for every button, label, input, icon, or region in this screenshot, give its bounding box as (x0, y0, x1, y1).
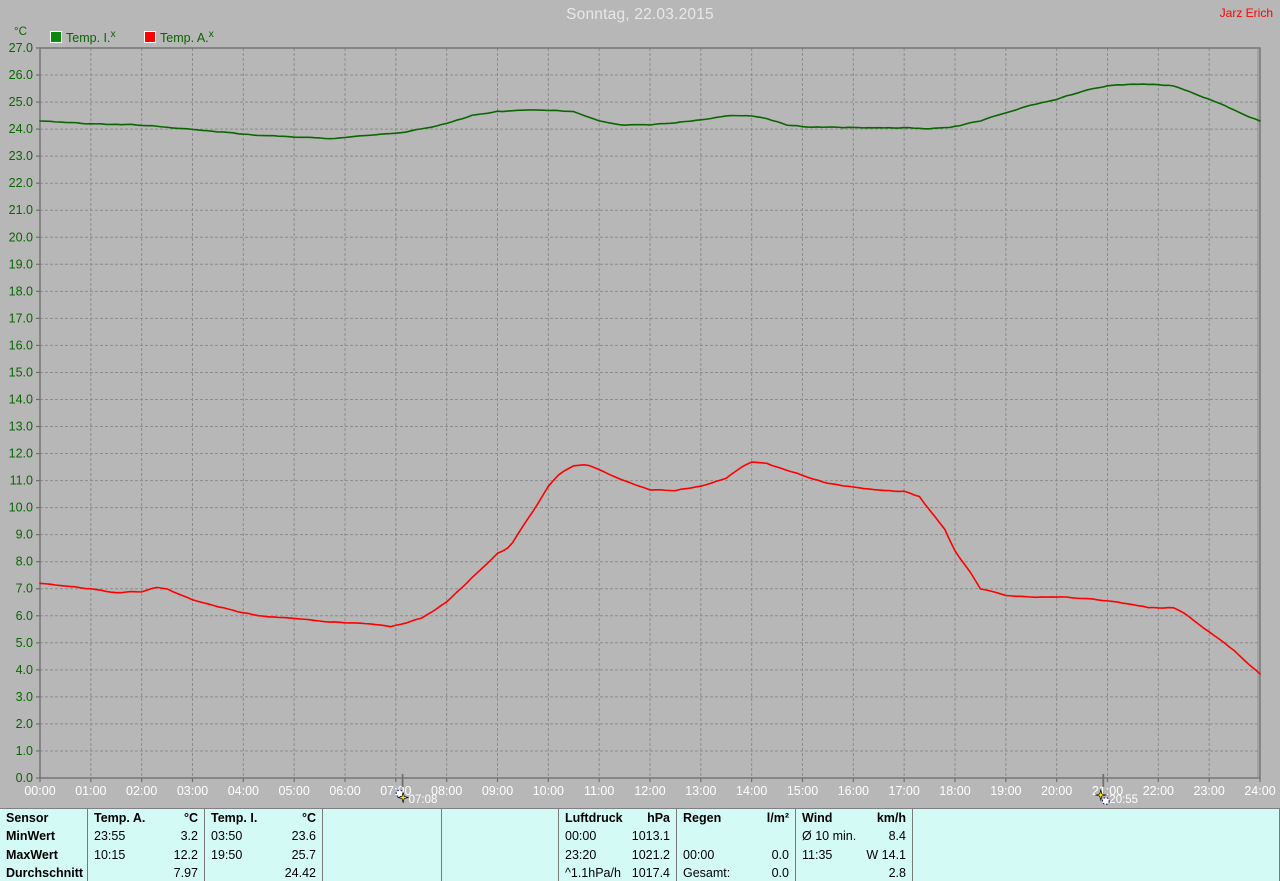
svg-text:20:00: 20:00 (1041, 784, 1072, 798)
svg-text:4.0: 4.0 (16, 663, 33, 677)
svg-text:5.0: 5.0 (16, 636, 33, 650)
svg-text:22.0: 22.0 (9, 176, 33, 190)
svg-text:3.0: 3.0 (16, 690, 33, 704)
svg-text:04:00: 04:00 (228, 784, 259, 798)
svg-text:13:00: 13:00 (685, 784, 716, 798)
svg-text:09:00: 09:00 (482, 784, 513, 798)
svg-text:6.0: 6.0 (16, 609, 33, 623)
svg-text:01:00: 01:00 (75, 784, 106, 798)
svg-text:06:00: 06:00 (329, 784, 360, 798)
svg-text:07:00: 07:00 (380, 784, 411, 798)
svg-text:13.0: 13.0 (9, 420, 33, 434)
svg-text:24:00: 24:00 (1244, 784, 1275, 798)
svg-text:12:00: 12:00 (634, 784, 665, 798)
svg-text:02:00: 02:00 (126, 784, 157, 798)
svg-text:15.0: 15.0 (9, 365, 33, 379)
svg-text:0.0: 0.0 (16, 771, 33, 785)
svg-text:7.0: 7.0 (16, 582, 33, 596)
svg-text:19:00: 19:00 (990, 784, 1021, 798)
svg-text:15:00: 15:00 (787, 784, 818, 798)
svg-text:23:00: 23:00 (1194, 784, 1225, 798)
svg-text:10.0: 10.0 (9, 501, 33, 515)
svg-text:20:55: 20:55 (1109, 794, 1138, 806)
svg-text:9.0: 9.0 (16, 528, 33, 542)
svg-text:11.0: 11.0 (10, 474, 33, 488)
svg-text:14.0: 14.0 (9, 392, 33, 406)
svg-text:20.0: 20.0 (9, 230, 33, 244)
svg-text:24.0: 24.0 (9, 122, 33, 136)
svg-text:00:00: 00:00 (24, 784, 55, 798)
svg-text:10:00: 10:00 (533, 784, 564, 798)
svg-text:07:08: 07:08 (409, 794, 438, 806)
svg-text:19.0: 19.0 (9, 257, 33, 271)
svg-text:23.0: 23.0 (9, 149, 33, 163)
svg-text:17.0: 17.0 (9, 311, 33, 325)
svg-text:16.0: 16.0 (9, 338, 33, 352)
svg-text:18.0: 18.0 (9, 284, 33, 298)
svg-text:16:00: 16:00 (838, 784, 869, 798)
svg-text:05:00: 05:00 (279, 784, 310, 798)
svg-text:18:00: 18:00 (939, 784, 970, 798)
svg-text:25.0: 25.0 (9, 95, 33, 109)
svg-text:03:00: 03:00 (177, 784, 208, 798)
svg-text:1.0: 1.0 (16, 744, 33, 758)
svg-text:22:00: 22:00 (1143, 784, 1174, 798)
svg-text:21.0: 21.0 (9, 203, 33, 217)
svg-text:2.0: 2.0 (16, 717, 33, 731)
svg-text:8.0: 8.0 (16, 555, 33, 569)
svg-text:12.0: 12.0 (9, 447, 33, 461)
svg-text:14:00: 14:00 (736, 784, 767, 798)
svg-text:17:00: 17:00 (889, 784, 920, 798)
svg-text:11:00: 11:00 (584, 784, 614, 798)
svg-text:26.0: 26.0 (9, 68, 33, 82)
svg-text:27.0: 27.0 (9, 41, 33, 55)
